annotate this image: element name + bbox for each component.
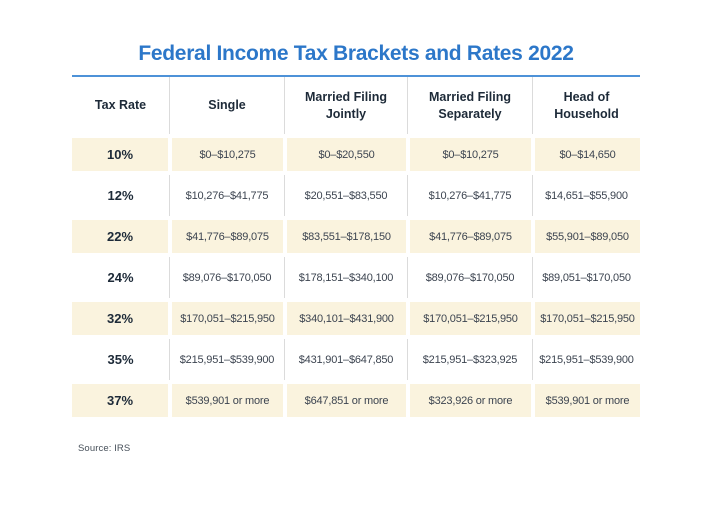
table-row-37-percent: 37% $539,901 or more $647,851 or more $3…: [72, 380, 640, 421]
bracket-range-cell: $41,776–$89,075: [170, 216, 285, 257]
table-area: Federal Income Tax Brackets and Rates 20…: [72, 40, 640, 421]
table-header-row: Tax Rate Single Married Filing Jointly M…: [72, 77, 640, 134]
bracket-range-cell: $170,051–$215,950: [408, 298, 533, 339]
tax-rate-cell: 32%: [72, 298, 170, 339]
bracket-range-cell: $431,901–$647,850: [285, 339, 408, 380]
bracket-range-cell: $89,051–$170,050: [542, 271, 631, 284]
column-header-married-filing-separately: Married Filing Separately: [408, 77, 533, 134]
bracket-range-cell: $170,051–$215,950: [533, 298, 640, 339]
bracket-range-cell: $89,076–$170,050: [170, 257, 285, 298]
table-row-12-percent: 12% $10,276–$41,775 $20,551–$83,550 $10,…: [72, 175, 640, 216]
column-header-single: Single: [170, 77, 285, 134]
bracket-range-cell: $0–$14,650: [533, 134, 640, 175]
tax-rate-cell: 22%: [72, 216, 170, 257]
bracket-range-cell: $0–$10,275: [408, 134, 533, 175]
source-note: Source: IRS: [78, 443, 131, 454]
tax-rate-cell: 24%: [72, 257, 170, 298]
bracket-range-cell: $10,276–$41,775: [170, 175, 285, 216]
bracket-range-cell: $539,901 or more: [170, 380, 285, 421]
column-header-married-filing-jointly: Married Filing Jointly: [285, 77, 408, 134]
column-header-tax-rate: Tax Rate: [72, 77, 170, 134]
bracket-range-cell: $0–$10,275: [170, 134, 285, 175]
bracket-range-cell: $215,951–$539,900: [539, 353, 634, 366]
page-title: Federal Income Tax Brackets and Rates 20…: [138, 42, 574, 65]
tax-rate-cell: 10%: [72, 134, 170, 175]
table-row-35-percent: 35% $215,951–$539,900 $431,901–$647,850 …: [72, 339, 640, 380]
table-row-10-percent: 10% $0–$10,275 $0–$20,550 $0–$10,275 $0–…: [72, 134, 640, 175]
bracket-range-cell: $0–$20,550: [285, 134, 408, 175]
tax-rate-cell: 12%: [72, 175, 170, 216]
bracket-range-cell: $83,551–$178,150: [285, 216, 408, 257]
title-underline-rule: [72, 75, 640, 77]
bracket-range-cell: $178,151–$340,100: [285, 257, 408, 298]
table-row-22-percent: 22% $41,776–$89,075 $83,551–$178,150 $41…: [72, 216, 640, 257]
bracket-range-cell: $215,951–$323,925: [408, 339, 533, 380]
column-header-head-of-household: Head of Household: [554, 90, 619, 121]
table-row-32-percent: 32% $170,051–$215,950 $340,101–$431,900 …: [72, 298, 640, 339]
bracket-range-cell: $10,276–$41,775: [408, 175, 533, 216]
bracket-range-cell: $170,051–$215,950: [170, 298, 285, 339]
table-row-24-percent: 24% $89,076–$170,050 $178,151–$340,100 $…: [72, 257, 640, 298]
bracket-range-cell: $215,951–$539,900: [170, 339, 285, 380]
bracket-range-cell: $323,926 or more: [408, 380, 533, 421]
bracket-range-cell: $89,076–$170,050: [408, 257, 533, 298]
bracket-range-cell: $539,901 or more: [533, 380, 640, 421]
tax-rate-cell: 37%: [72, 380, 170, 421]
bracket-range-cell: $14,651–$55,900: [545, 189, 628, 202]
bracket-range-cell: $647,851 or more: [285, 380, 408, 421]
bracket-range-cell: $340,101–$431,900: [285, 298, 408, 339]
tax-rate-cell: 35%: [72, 339, 170, 380]
bracket-range-cell: $41,776–$89,075: [408, 216, 533, 257]
bracket-range-cell: $20,551–$83,550: [285, 175, 408, 216]
bracket-range-cell: $55,901–$89,050: [533, 216, 640, 257]
